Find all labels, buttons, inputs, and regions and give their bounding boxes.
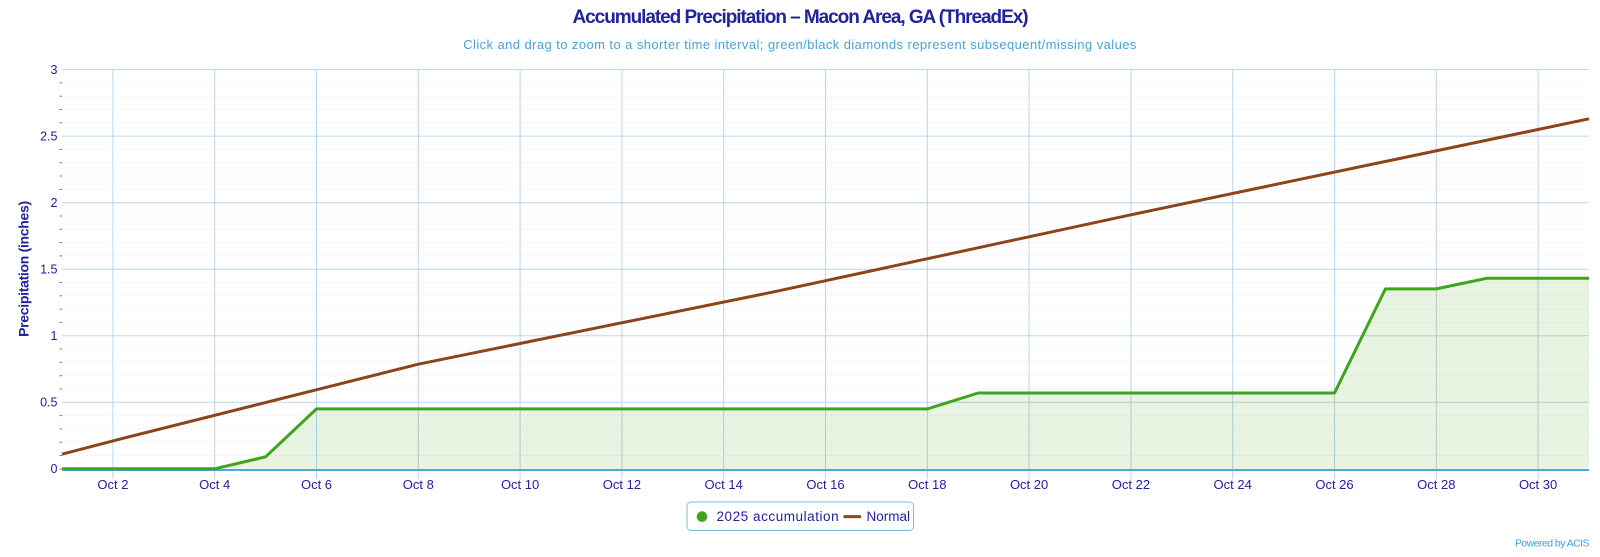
svg-text:Oct 10: Oct 10 [501, 477, 539, 492]
svg-text:Click and drag to zoom to a sh: Click and drag to zoom to a shorter time… [463, 37, 1137, 52]
svg-text:Oct 28: Oct 28 [1417, 477, 1455, 492]
svg-text:Oct 2: Oct 2 [97, 477, 128, 492]
svg-text:Oct 14: Oct 14 [705, 477, 743, 492]
svg-text:Oct 20: Oct 20 [1010, 477, 1048, 492]
svg-text:Oct 8: Oct 8 [403, 477, 434, 492]
svg-text:Oct 12: Oct 12 [603, 477, 641, 492]
svg-text:1: 1 [51, 329, 58, 343]
svg-text:1.5: 1.5 [40, 263, 57, 277]
svg-text:Oct 30: Oct 30 [1519, 477, 1557, 492]
svg-text:0.5: 0.5 [40, 396, 57, 410]
svg-text:Normal: Normal [867, 509, 911, 524]
svg-text:Oct 18: Oct 18 [908, 477, 946, 492]
svg-text:2025 accumulation: 2025 accumulation [717, 509, 840, 524]
svg-text:Precipitation (inches): Precipitation (inches) [16, 201, 32, 337]
svg-text:Oct 26: Oct 26 [1315, 477, 1353, 492]
svg-text:2.5: 2.5 [40, 129, 57, 143]
svg-text:Accumulated Precipitation – Ma: Accumulated Precipitation – Macon Area, … [572, 7, 1028, 28]
svg-text:3: 3 [51, 63, 58, 77]
svg-text:Oct 6: Oct 6 [301, 477, 332, 492]
svg-text:Powered by ACIS: Powered by ACIS [1515, 538, 1590, 550]
svg-text:2: 2 [51, 196, 58, 210]
svg-text:Oct 4: Oct 4 [199, 477, 230, 492]
svg-text:Oct 22: Oct 22 [1112, 477, 1150, 492]
svg-text:0: 0 [51, 462, 58, 476]
svg-text:Oct 24: Oct 24 [1214, 477, 1252, 492]
svg-text:Oct 16: Oct 16 [806, 477, 844, 492]
